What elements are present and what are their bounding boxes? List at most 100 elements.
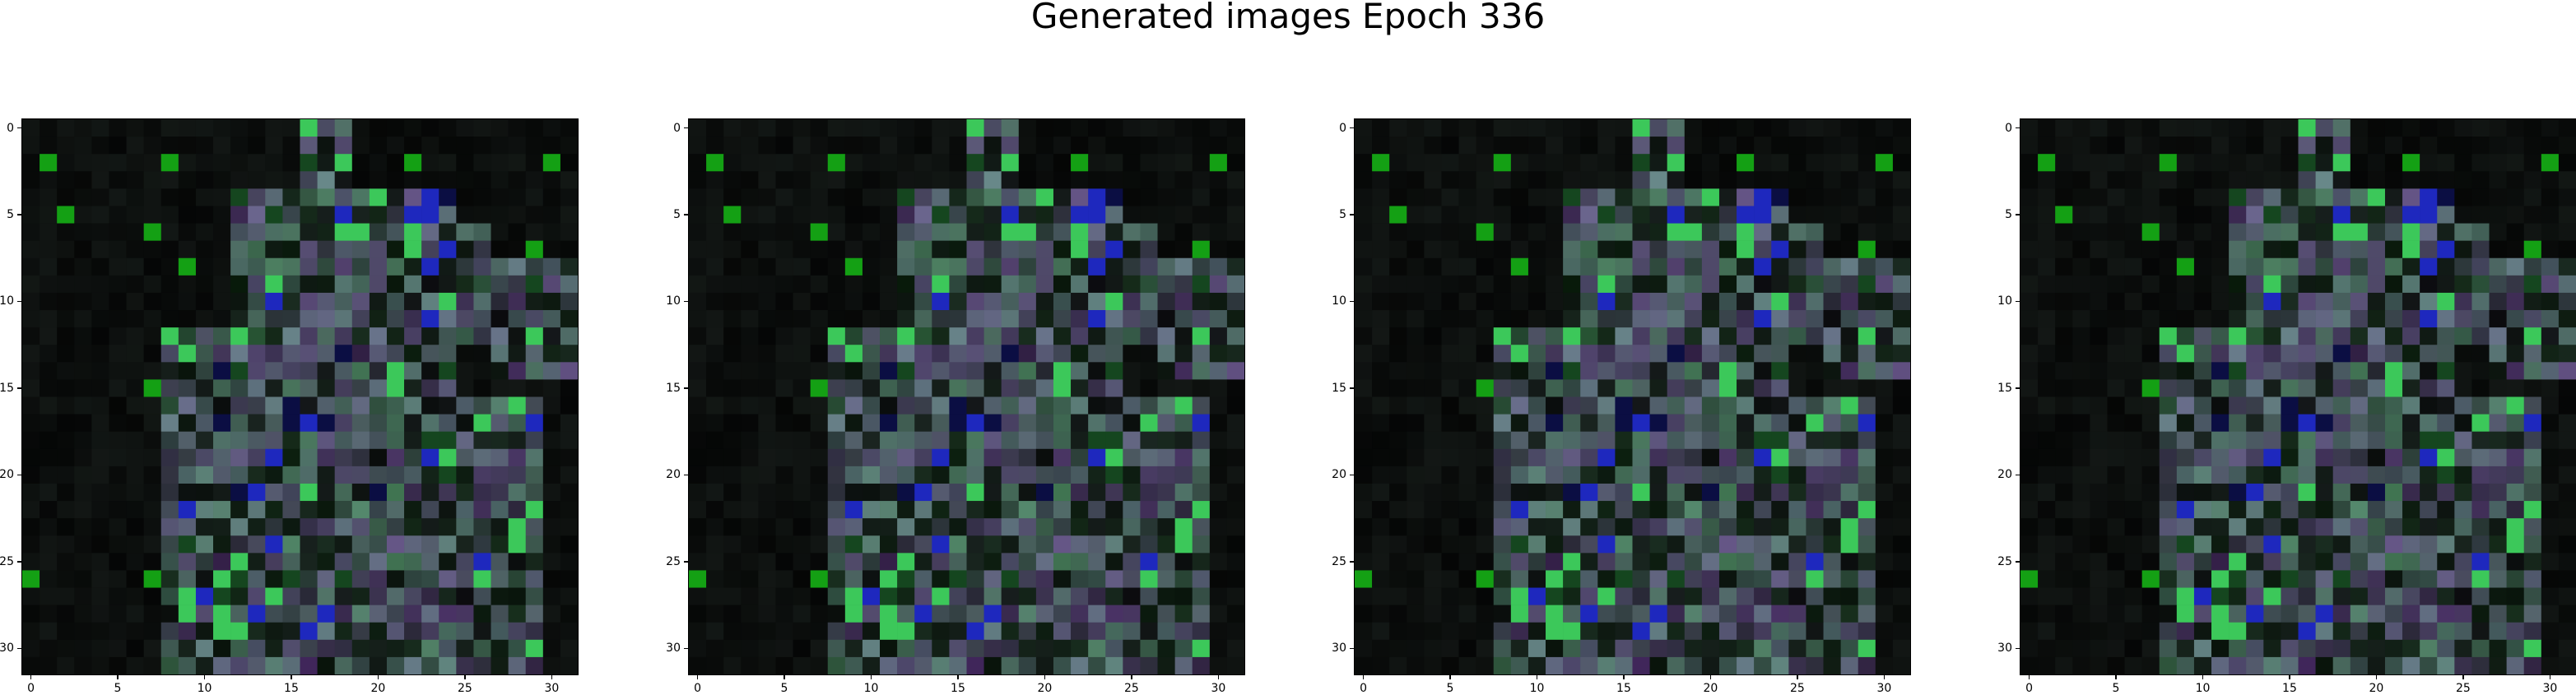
x-tick-label: 25 bbox=[2455, 682, 2471, 695]
x-tick-mark bbox=[2115, 674, 2117, 679]
y-tick-label: 0 bbox=[673, 121, 681, 135]
x-tick-mark bbox=[2549, 674, 2551, 679]
pixel-grid bbox=[22, 119, 578, 674]
y-tick-mark bbox=[17, 127, 22, 129]
y-tick-label: 10 bbox=[0, 294, 14, 308]
y-tick-label: 25 bbox=[0, 554, 14, 568]
y-tick-mark bbox=[684, 474, 689, 476]
y-tick-label: 25 bbox=[666, 554, 681, 568]
x-tick-mark bbox=[783, 674, 785, 679]
y-tick-label: 10 bbox=[666, 294, 681, 308]
pixel-grid bbox=[1355, 119, 1910, 674]
y-tick-label: 10 bbox=[1997, 294, 2012, 308]
y-tick-label: 5 bbox=[1339, 208, 1346, 222]
y-tick-mark bbox=[2016, 647, 2020, 650]
x-tick-label: 25 bbox=[457, 682, 472, 695]
x-tick-label: 10 bbox=[863, 682, 879, 695]
x-tick-label: 20 bbox=[370, 682, 386, 695]
y-tick-label: 30 bbox=[1332, 642, 1346, 656]
x-tick-mark bbox=[377, 674, 379, 679]
x-tick-label: 5 bbox=[2112, 682, 2120, 695]
y-tick-mark bbox=[17, 214, 22, 215]
pixel-grid bbox=[689, 119, 1244, 674]
x-tick-label: 0 bbox=[27, 682, 35, 695]
x-tick-label: 20 bbox=[1703, 682, 1718, 695]
x-tick-label: 20 bbox=[2369, 682, 2384, 695]
y-tick-label: 20 bbox=[0, 468, 14, 482]
x-tick-mark bbox=[870, 674, 872, 679]
x-tick-label: 30 bbox=[1876, 682, 1892, 695]
x-tick-mark bbox=[957, 674, 959, 679]
y-tick-mark bbox=[2016, 300, 2020, 303]
y-tick-mark bbox=[17, 474, 22, 476]
y-tick-mark bbox=[17, 387, 22, 389]
y-tick-mark bbox=[17, 561, 22, 563]
y-tick-label: 25 bbox=[1997, 554, 2012, 568]
x-tick-mark bbox=[1883, 674, 1886, 679]
x-tick-label: 5 bbox=[780, 682, 788, 695]
y-tick-mark bbox=[684, 300, 689, 303]
x-tick-mark bbox=[291, 674, 292, 679]
y-tick-mark bbox=[2016, 387, 2020, 389]
x-tick-label: 15 bbox=[2282, 682, 2297, 695]
y-tick-mark bbox=[17, 300, 22, 303]
x-tick-mark bbox=[203, 674, 206, 679]
x-tick-mark bbox=[1131, 674, 1132, 679]
generated-image-4 bbox=[2020, 118, 2576, 675]
generated-image-2 bbox=[688, 118, 1245, 675]
y-tick-mark bbox=[1350, 127, 1355, 129]
y-tick-mark bbox=[1350, 474, 1355, 476]
x-tick-mark bbox=[2202, 674, 2204, 679]
y-tick-label: 15 bbox=[0, 381, 14, 395]
x-tick-mark bbox=[1623, 674, 1625, 679]
y-tick-label: 15 bbox=[666, 381, 681, 395]
x-tick-mark bbox=[30, 674, 32, 679]
x-tick-mark bbox=[1709, 674, 1712, 679]
y-tick-mark bbox=[2016, 561, 2020, 563]
x-tick-label: 20 bbox=[1037, 682, 1053, 695]
y-tick-label: 30 bbox=[0, 642, 14, 656]
y-tick-label: 25 bbox=[1332, 554, 1346, 568]
y-tick-mark bbox=[684, 127, 689, 129]
y-tick-label: 0 bbox=[2005, 121, 2012, 135]
y-tick-mark bbox=[1350, 300, 1355, 303]
x-tick-mark bbox=[1362, 674, 1365, 679]
x-tick-label: 10 bbox=[197, 682, 212, 695]
x-tick-mark bbox=[2289, 674, 2290, 679]
x-tick-label: 30 bbox=[544, 682, 560, 695]
x-tick-label: 0 bbox=[1360, 682, 1367, 695]
x-tick-mark bbox=[117, 674, 119, 679]
y-tick-mark bbox=[684, 387, 689, 389]
x-tick-mark bbox=[464, 674, 466, 679]
x-tick-label: 15 bbox=[284, 682, 299, 695]
y-tick-mark bbox=[1350, 387, 1355, 389]
y-tick-label: 15 bbox=[1332, 381, 1346, 395]
x-tick-label: 25 bbox=[1123, 682, 1139, 695]
x-tick-mark bbox=[1797, 674, 1798, 679]
y-tick-label: 10 bbox=[1332, 294, 1346, 308]
y-tick-mark bbox=[2016, 127, 2020, 129]
generated-image-3 bbox=[1354, 118, 1911, 675]
y-tick-label: 20 bbox=[666, 468, 681, 482]
x-tick-mark bbox=[1217, 674, 1220, 679]
y-tick-mark bbox=[684, 561, 689, 563]
generated-image-1 bbox=[21, 118, 579, 675]
y-tick-mark bbox=[2016, 474, 2020, 476]
x-tick-mark bbox=[2462, 674, 2464, 679]
y-tick-label: 15 bbox=[1997, 381, 2012, 395]
x-tick-label: 15 bbox=[951, 682, 965, 695]
x-tick-label: 15 bbox=[1616, 682, 1631, 695]
x-tick-label: 0 bbox=[694, 682, 701, 695]
x-tick-label: 30 bbox=[1211, 682, 1226, 695]
y-tick-mark bbox=[684, 647, 689, 650]
y-tick-label: 30 bbox=[666, 642, 681, 656]
x-tick-label: 30 bbox=[2542, 682, 2558, 695]
x-tick-label: 25 bbox=[1789, 682, 1805, 695]
x-tick-mark bbox=[1044, 674, 1046, 679]
y-tick-label: 5 bbox=[7, 208, 14, 222]
x-tick-mark bbox=[1449, 674, 1451, 679]
x-tick-mark bbox=[2375, 674, 2378, 679]
x-tick-label: 5 bbox=[114, 682, 122, 695]
x-tick-mark bbox=[551, 674, 553, 679]
x-tick-mark bbox=[2028, 674, 2030, 679]
